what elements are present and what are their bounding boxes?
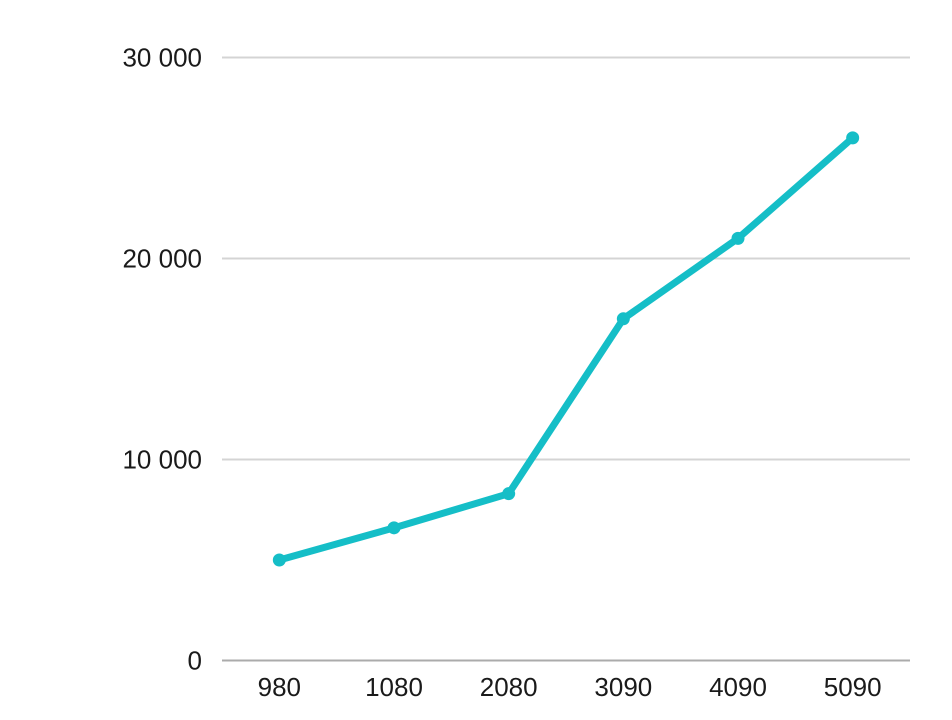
data-point bbox=[846, 131, 860, 145]
data-point bbox=[731, 231, 745, 245]
x-axis-tick-label: 980 bbox=[258, 672, 301, 702]
x-axis-tick-label: 1080 bbox=[365, 672, 423, 702]
data-point bbox=[272, 553, 286, 567]
x-axis-tick-label: 4090 bbox=[709, 672, 767, 702]
y-axis-tick-label: 30 000 bbox=[122, 43, 202, 73]
data-point bbox=[616, 312, 630, 326]
y-axis-tick-label: 20 000 bbox=[122, 244, 202, 274]
y-axis-tick-label: 10 000 bbox=[122, 445, 202, 475]
x-axis-tick-label: 3090 bbox=[594, 672, 652, 702]
series-line bbox=[275, 134, 857, 564]
x-axis-tick-label: 5090 bbox=[824, 672, 882, 702]
y-axis-tick-label: 0 bbox=[188, 646, 202, 676]
x-axis-tick-label: 2080 bbox=[480, 672, 538, 702]
data-point bbox=[502, 487, 516, 501]
data-point bbox=[387, 521, 401, 535]
